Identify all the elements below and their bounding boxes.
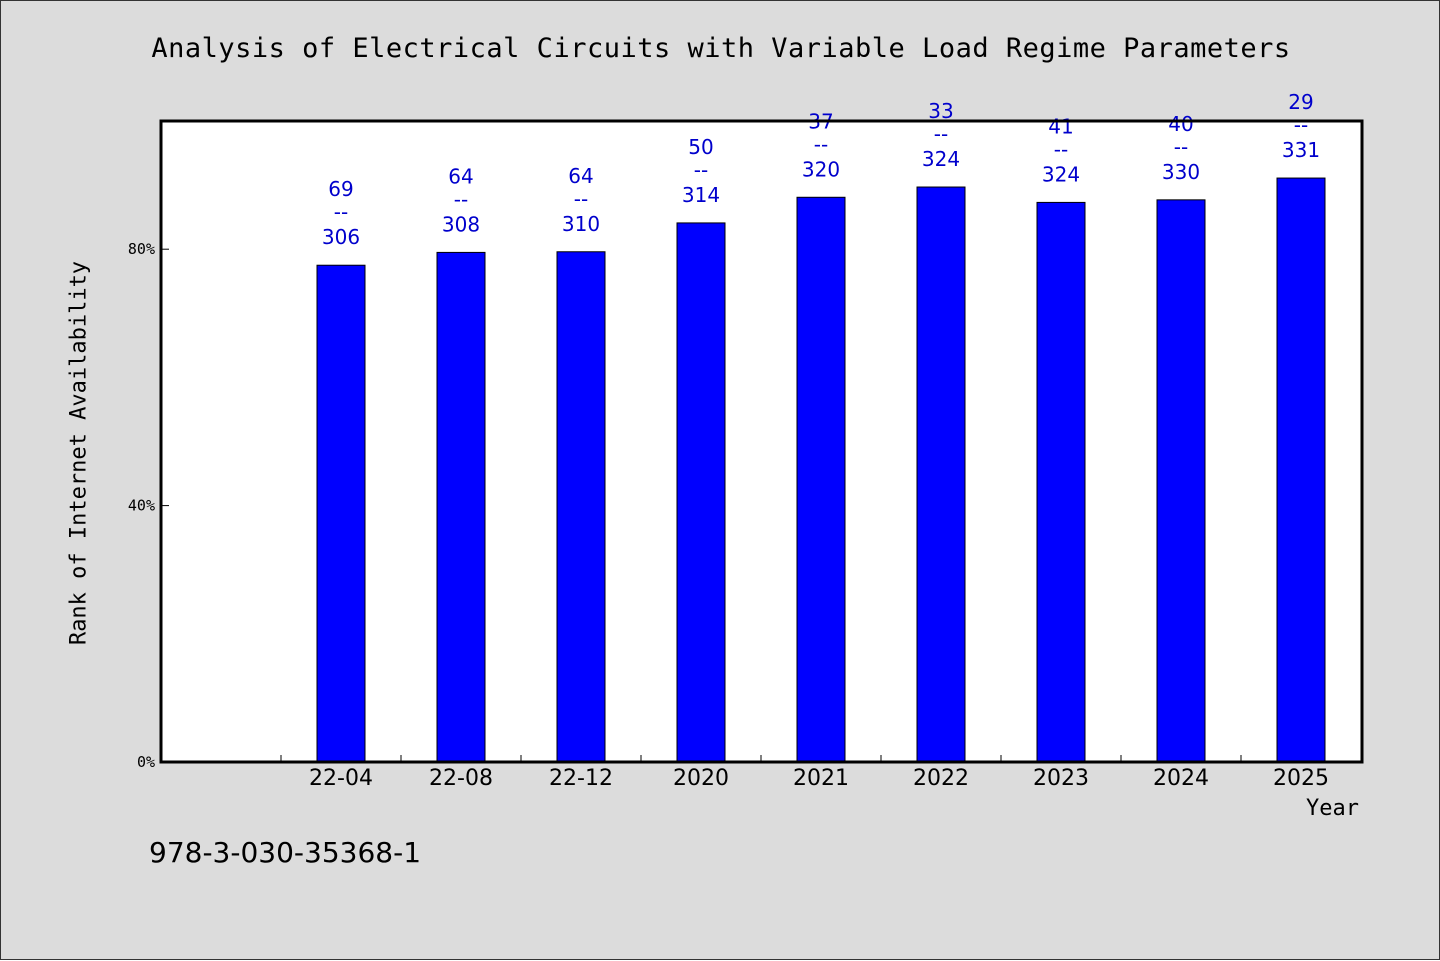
data-label-2021-bottom: 320 [802,157,840,181]
data-label-22-04-sep: -- [334,200,348,224]
data-label-2023-bottom: 324 [1042,162,1080,186]
data-label-2020-bottom: 314 [682,183,720,207]
bar-2021 [796,196,846,763]
data-label-22-12-bottom: 310 [562,212,600,236]
x-tick-label-2023: 2023 [1033,766,1089,791]
data-label-2022-sep: -- [934,122,948,146]
data-label-2020-top: 50 [688,135,713,159]
x-axis-title: Year [1306,796,1359,821]
x-tick-label-22-12: 22-12 [549,766,613,791]
x-tick-label-2020: 2020 [673,766,729,791]
data-label-2022-bottom: 324 [922,147,960,171]
data-label-2022-top: 33 [928,99,953,123]
data-label-22-08-bottom: 308 [442,212,480,236]
data-labels-group: 69--30664--30864--31050--31437--32033--3… [322,90,1320,249]
data-label-2021-sep: -- [814,132,828,156]
bar-2020 [676,222,726,763]
isbn-label: 978-3-030-35368-1 [149,836,422,869]
data-label-2023-top: 41 [1048,114,1073,138]
axes-group: 22-04 22-08 22-12 2020 2021 2022 2023 2024 2025 0… [128,240,1362,791]
bars-group [316,177,1326,763]
bar-22-04 [316,264,366,763]
bar-2025 [1276,177,1326,763]
data-label-2024-bottom: 330 [1162,160,1200,184]
data-label-22-12-sep: -- [574,187,588,211]
data-label-2023-sep: -- [1054,137,1068,161]
bar-2023 [1036,201,1086,763]
data-label-2024-top: 40 [1168,112,1193,136]
x-tick-label-22-08: 22-08 [429,766,493,791]
x-tick-label-2025: 2025 [1273,766,1329,791]
chart-title: Analysis of Electrical Circuits with Var… [151,33,1291,64]
data-label-22-08-top: 64 [448,164,473,188]
bar-2022 [916,186,966,763]
data-label-22-12-top: 64 [568,164,593,188]
data-label-2020-sep: -- [694,158,708,182]
bar-22-08 [436,251,486,763]
x-tick-label-22-04: 22-04 [309,766,373,791]
data-label-2024-sep: -- [1174,135,1188,159]
y-tick-label-0: 0% [137,753,155,771]
bar-22-12 [556,251,606,763]
data-label-22-04-bottom: 306 [322,225,360,249]
plot-frame [159,119,1364,764]
y-tick-label-80: 80% [128,240,155,258]
data-label-2025-bottom: 331 [1282,138,1320,162]
data-label-22-04-top: 69 [328,177,353,201]
data-label-2025-sep: -- [1294,113,1308,137]
data-label-2025-top: 29 [1288,90,1313,114]
y-axis-title: Rank of Internet Availability [66,260,92,646]
x-tick-label-2022: 2022 [913,766,969,791]
x-tick-label-2021: 2021 [793,766,849,791]
data-label-22-08-sep: -- [454,187,468,211]
bar-2024 [1156,199,1206,763]
x-tick-label-2024: 2024 [1153,766,1209,791]
y-tick-label-40: 40% [128,497,155,515]
